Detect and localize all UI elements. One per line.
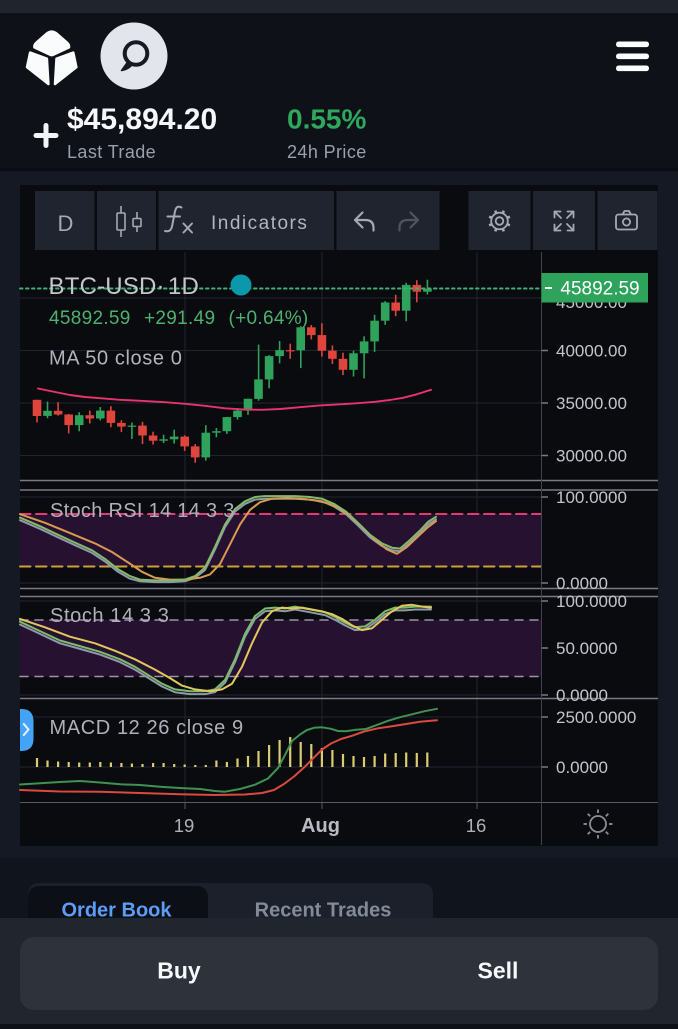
svg-text:MA 50 close 0: MA 50 close 0: [49, 348, 182, 370]
svg-text:1D: 1D: [168, 273, 199, 300]
svg-text:100.0000: 100.0000: [556, 592, 627, 611]
svg-text:0.0000: 0.0000: [556, 758, 608, 777]
svg-text:D: D: [58, 211, 74, 236]
svg-text:Buy: Buy: [157, 958, 201, 984]
svg-text:(+0.64%): (+0.64%): [229, 308, 309, 329]
svg-text:19: 19: [174, 815, 195, 836]
svg-text:Aug: Aug: [301, 815, 340, 837]
svg-text:50.0000: 50.0000: [556, 639, 617, 658]
svg-text:Last Trade: Last Trade: [67, 142, 156, 162]
svg-text:0.0000: 0.0000: [556, 574, 608, 593]
svg-text:30000.00: 30000.00: [556, 447, 627, 466]
svg-text:Order Book: Order Book: [61, 900, 172, 922]
svg-text:24h Price: 24h Price: [287, 142, 367, 162]
svg-text:Recent Trades: Recent Trades: [255, 900, 392, 922]
svg-text:Indicators: Indicators: [211, 213, 308, 234]
svg-text:0.0000: 0.0000: [556, 686, 608, 705]
svg-text:45892.59: 45892.59: [49, 308, 131, 329]
svg-text:Stoch RSI 14 14 3 3: Stoch RSI 14 14 3 3: [50, 500, 235, 522]
svg-text:16: 16: [466, 815, 487, 836]
svg-text:35000.00: 35000.00: [556, 394, 627, 413]
svg-text:MACD 12 26 close 9: MACD 12 26 close 9: [50, 717, 244, 739]
svg-text:Stoch 14 3 3: Stoch 14 3 3: [50, 605, 170, 627]
svg-text:Sell: Sell: [478, 958, 519, 984]
svg-text:+291.49: +291.49: [144, 308, 215, 329]
svg-text:100.0000: 100.0000: [556, 488, 627, 507]
svg-text:45892.59: 45892.59: [560, 279, 639, 300]
svg-text:40000.00: 40000.00: [556, 342, 627, 361]
svg-text:·: ·: [157, 273, 165, 300]
svg-text:BTC-USD: BTC-USD: [49, 273, 157, 300]
svg-text:2500.0000: 2500.0000: [556, 708, 636, 727]
svg-text:0.55%: 0.55%: [287, 104, 366, 135]
svg-text:$45,894.20: $45,894.20: [67, 103, 217, 136]
